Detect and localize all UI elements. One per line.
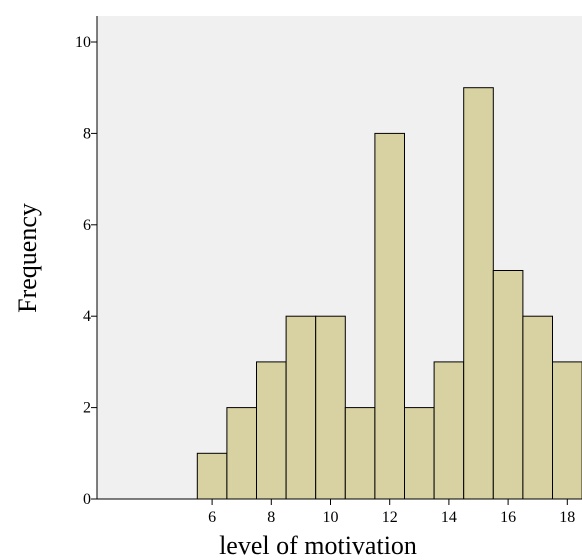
- histogram-bar: [522, 315, 554, 500]
- y-tick-label: 8: [83, 125, 91, 142]
- histogram-bar: [256, 361, 287, 500]
- histogram-bar: [433, 361, 465, 500]
- histogram-bar: [315, 315, 346, 500]
- x-tick-label: 18: [559, 509, 575, 526]
- histogram-bar: [374, 132, 405, 500]
- y-tick-label: 10: [75, 34, 91, 51]
- y-tick-label: 6: [83, 217, 91, 234]
- y-tick-label: 0: [83, 491, 91, 508]
- histogram-bar: [285, 315, 317, 500]
- x-tick-label: 6: [208, 509, 216, 526]
- histogram-bar: [196, 452, 228, 500]
- x-tick-label: 16: [500, 509, 516, 526]
- x-tick-label: 12: [382, 509, 398, 526]
- x-tick-label: 8: [267, 509, 275, 526]
- histogram-bar: [404, 407, 435, 500]
- x-axis-title: level of motivation: [219, 531, 417, 560]
- x-axis-ticks: 68101214161820: [208, 499, 575, 526]
- y-axis-ticks: 0 2 4 6 8 10: [75, 34, 97, 508]
- y-axis-title: Frequency: [13, 203, 42, 313]
- x-tick-label: 14: [441, 509, 457, 526]
- y-tick-label: 2: [83, 400, 91, 417]
- histogram-bar: [463, 87, 494, 500]
- bars-group: [196, 87, 582, 500]
- histogram-bar: [344, 407, 376, 500]
- histogram-bar: [226, 407, 257, 500]
- x-tick-label: 10: [323, 509, 339, 526]
- histogram-bar: [552, 361, 582, 500]
- histogram-bar: [492, 270, 524, 500]
- y-tick-label: 4: [83, 308, 91, 325]
